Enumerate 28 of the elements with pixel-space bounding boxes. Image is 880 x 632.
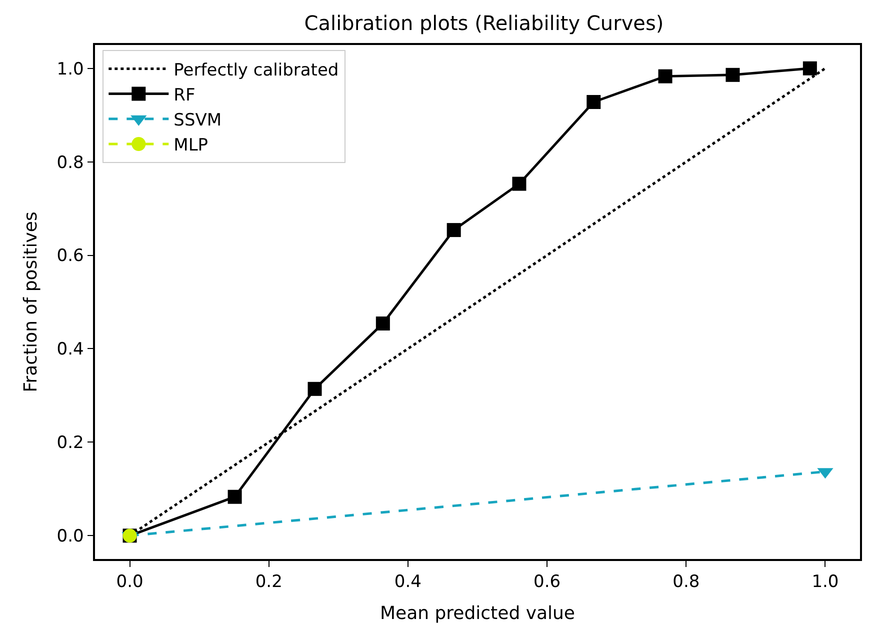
x-tick-label: 0.6 <box>534 572 561 592</box>
legend-label: SSVM <box>174 110 222 131</box>
legend-label: RF <box>174 85 196 106</box>
point <box>376 316 390 330</box>
x-tick-label: 0.8 <box>672 572 700 592</box>
x-tick-label: 0.4 <box>394 572 422 592</box>
y-tick-label: 1.0 <box>56 59 84 80</box>
y-tick-label: 0.6 <box>56 246 84 266</box>
chart-title: Calibration plots (Reliability Curves) <box>304 10 664 35</box>
x-axis-title: Mean predicted value <box>380 602 576 624</box>
y-tick-label: 0.0 <box>56 526 84 547</box>
point <box>228 490 242 504</box>
point <box>658 69 672 84</box>
point <box>726 68 740 82</box>
point <box>586 95 601 110</box>
y-tick-label: 0.2 <box>56 433 84 454</box>
point <box>512 176 526 191</box>
y-axis-title: Fraction of positives <box>20 212 42 392</box>
x-tick-label: 1.0 <box>812 572 839 592</box>
x-tick-label: 0.0 <box>116 572 144 592</box>
legend-label: MLP <box>174 136 208 156</box>
y-tick-label: 0.4 <box>56 340 84 360</box>
legend-label: Perfectly calibrated <box>174 60 339 80</box>
point <box>802 61 817 76</box>
point <box>446 223 461 238</box>
x-tick-label: 0.2 <box>255 572 282 592</box>
y-tick-label: 0.8 <box>56 152 84 173</box>
point <box>308 382 322 396</box>
